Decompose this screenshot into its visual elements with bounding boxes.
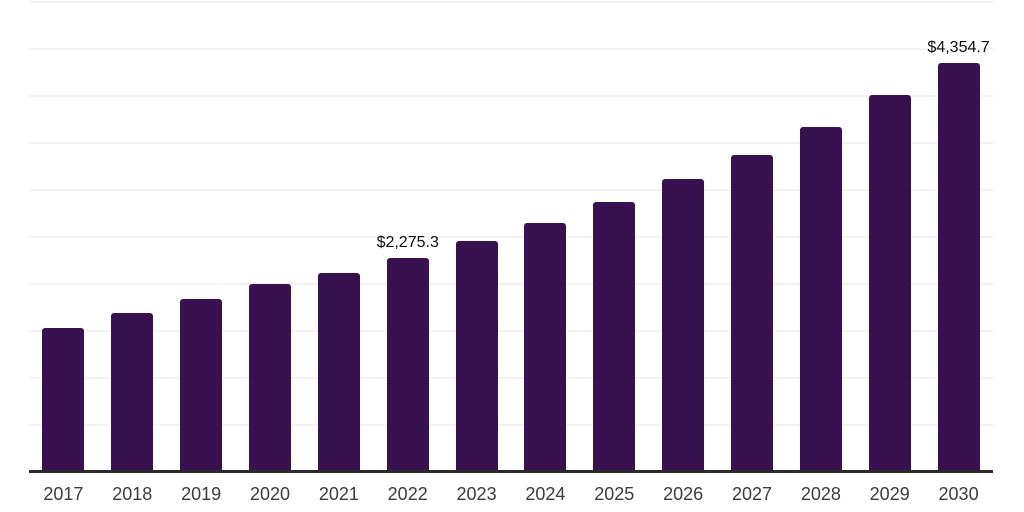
bar-2020 (249, 284, 291, 472)
x-tick-label-2030: 2030 (938, 484, 979, 504)
bar-2023 (455, 240, 498, 472)
gridline-2500 (29, 236, 993, 238)
bar-2018 (111, 313, 154, 472)
bar-2025 (593, 201, 636, 472)
bar-2030 (937, 62, 980, 472)
gridline-5000 (29, 1, 993, 3)
x-tick-label-2024: 2024 (525, 484, 566, 504)
x-tick-label-2027: 2027 (731, 484, 772, 504)
x-tick-label-2017: 2017 (43, 484, 84, 504)
gridline-1000 (29, 377, 993, 379)
x-tick-label-2028: 2028 (800, 484, 841, 504)
x-tick-label-2029: 2029 (869, 484, 910, 504)
gridline-4000 (29, 95, 993, 97)
x-tick-label-2020: 2020 (249, 484, 290, 504)
x-tick-label-2022: 2022 (387, 484, 428, 504)
data-label-2022: $2,275.3 (376, 234, 439, 252)
x-tick-label-2026: 2026 (663, 484, 704, 504)
bar-2022 (386, 258, 429, 472)
gridline-1500 (29, 330, 993, 332)
bar-2028 (799, 126, 842, 472)
x-tick-label-2021: 2021 (318, 484, 359, 504)
x-axis-line (29, 470, 993, 473)
x-tick-label-2025: 2025 (594, 484, 635, 504)
bar-2029 (868, 95, 911, 472)
bar-2026 (662, 179, 705, 472)
gridline-2000 (29, 283, 993, 285)
gridline-4500 (29, 48, 993, 50)
gridline-3000 (29, 189, 993, 191)
x-tick-label-2023: 2023 (456, 484, 497, 504)
bar-2027 (731, 154, 773, 472)
bar-2024 (524, 222, 567, 472)
x-tick-label-2018: 2018 (112, 484, 153, 504)
x-tick-label-2019: 2019 (181, 484, 222, 504)
gridline-500 (29, 424, 993, 426)
bar-2017 (42, 327, 85, 472)
bar-2021 (317, 272, 360, 472)
bar-2019 (180, 298, 223, 472)
data-label-2030: $4,354.7 (927, 38, 990, 56)
gridline-3500 (29, 142, 993, 144)
